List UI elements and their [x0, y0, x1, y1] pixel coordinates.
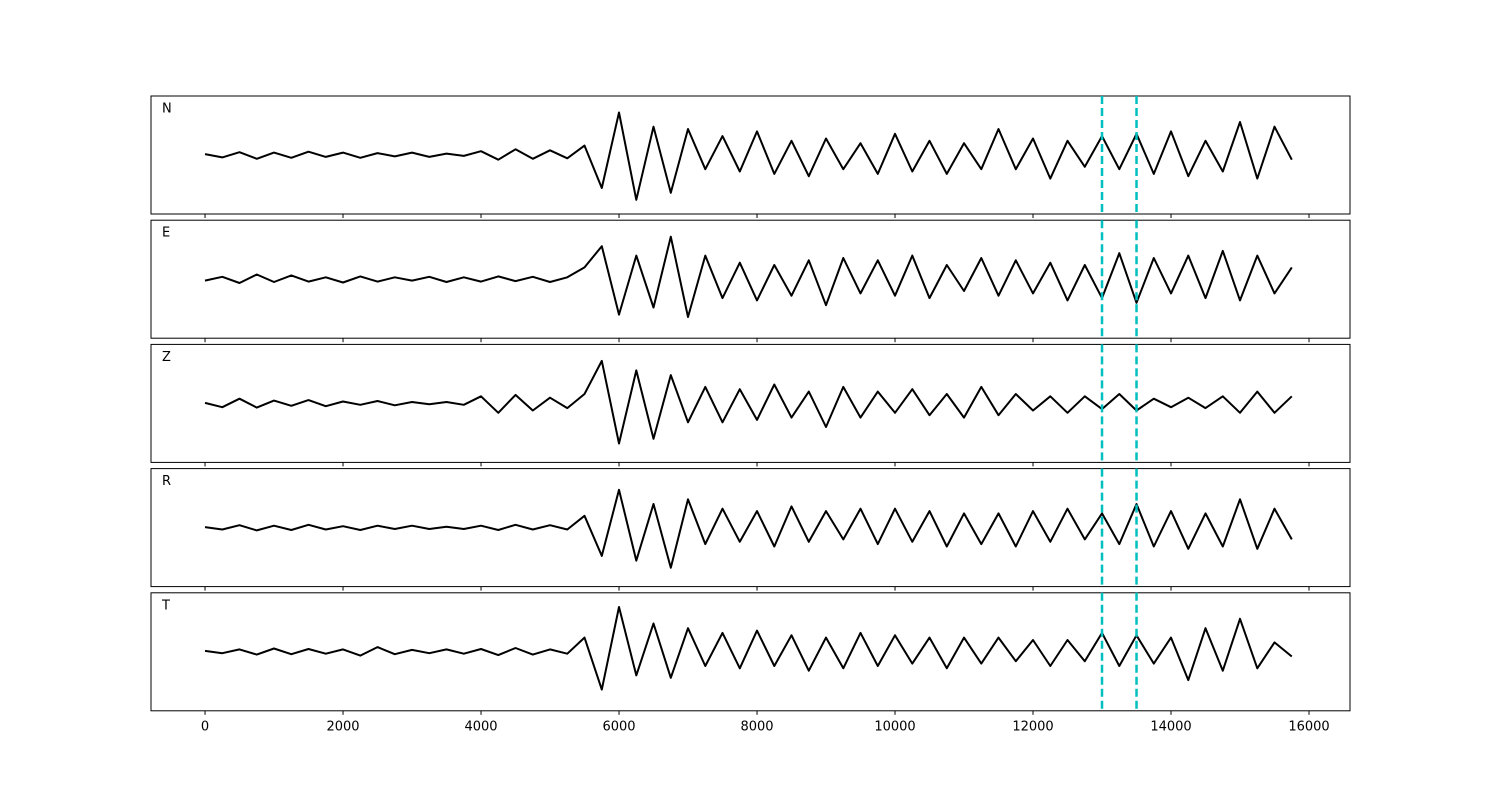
x-tick-label: 12000: [1012, 719, 1053, 734]
panel-label: E: [162, 226, 170, 241]
x-tick-label: 0: [201, 719, 209, 734]
x-tick-label: 14000: [1150, 719, 1191, 734]
x-tick-label: 10000: [874, 719, 915, 734]
x-tick-label: 4000: [464, 719, 497, 734]
panel-label: R: [162, 474, 171, 489]
trace: [204, 488, 1293, 569]
panel-frame: [150, 343, 1351, 463]
x-tick-label: 8000: [740, 719, 773, 734]
panel-frame: [150, 592, 1351, 712]
trace: [204, 359, 1293, 445]
trace: [204, 606, 1293, 691]
x-tick-label: 16000: [1288, 719, 1329, 734]
panel-label: Z: [162, 350, 171, 365]
x-tick-label: 2000: [326, 719, 359, 734]
panel-frame: [150, 219, 1351, 339]
panel-frame: [150, 95, 1351, 215]
trace: [204, 111, 1293, 201]
panel-label: N: [162, 102, 172, 117]
panel-frame: [150, 468, 1351, 588]
x-tick-label: 6000: [602, 719, 635, 734]
panel-label: T: [161, 598, 170, 613]
trace: [204, 235, 1293, 318]
